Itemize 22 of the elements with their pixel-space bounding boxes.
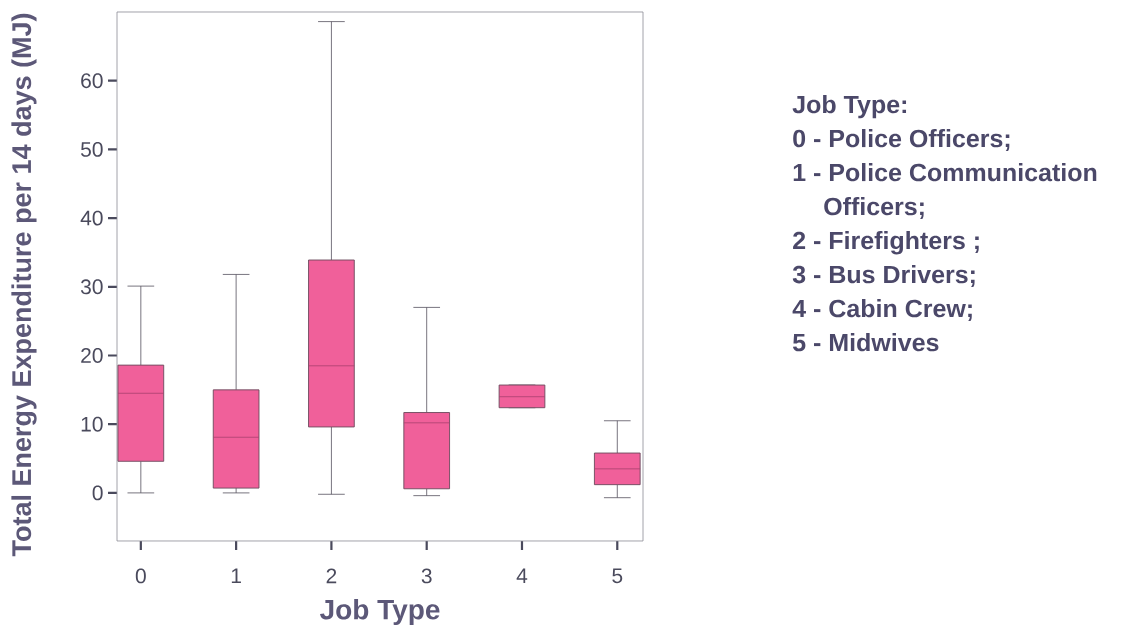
x-tick-label: 4 [516, 568, 528, 583]
text: 2 - Firefighters ; [793, 230, 979, 255]
y-tick-label: 30 [80, 279, 103, 295]
x-tick-label: 0 [135, 568, 146, 584]
y-tick-label: 20 [81, 348, 103, 363]
x-tick-label: 3 [421, 568, 432, 584]
x-tick-label: 1 [231, 568, 241, 583]
x-tick-label: 5 [612, 568, 623, 584]
y-axis-title: Total Energy Expenditure per 14 days (MJ) [11, 13, 37, 557]
text: 5 - Midwives [792, 332, 939, 352]
y-tick-label: 10 [81, 416, 103, 432]
text: Job Type: [792, 94, 907, 119]
x-tick-label: 2 [326, 568, 337, 584]
text: 1 - Police Communication Officers; [793, 162, 1097, 219]
y-tick-label: 50 [80, 141, 103, 157]
y-tick-label: 60 [81, 73, 103, 89]
x-axis-title: Job Type [320, 598, 440, 626]
text: 3 - Bus Drivers; [792, 264, 975, 287]
text: 0 - Police Officers; [793, 128, 1010, 151]
y-tick-label: 40 [80, 210, 103, 226]
y-tick-label: 0 [92, 485, 103, 501]
text: 4 - Cabin Crew; [792, 298, 972, 321]
